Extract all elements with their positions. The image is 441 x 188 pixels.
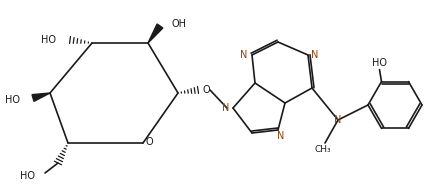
Polygon shape [32, 93, 50, 101]
Text: N: N [240, 50, 248, 60]
Text: O: O [145, 137, 153, 147]
Text: N: N [222, 103, 230, 113]
Text: OH: OH [172, 19, 187, 29]
Text: N: N [277, 131, 285, 141]
Text: N: N [334, 115, 342, 125]
Text: HO: HO [41, 35, 56, 45]
Text: HO: HO [5, 95, 20, 105]
Text: N: N [311, 50, 319, 60]
Polygon shape [148, 24, 163, 43]
Text: CH₃: CH₃ [315, 146, 331, 155]
Text: HO: HO [20, 171, 35, 181]
Text: O: O [202, 85, 210, 95]
Text: HO: HO [372, 58, 387, 68]
